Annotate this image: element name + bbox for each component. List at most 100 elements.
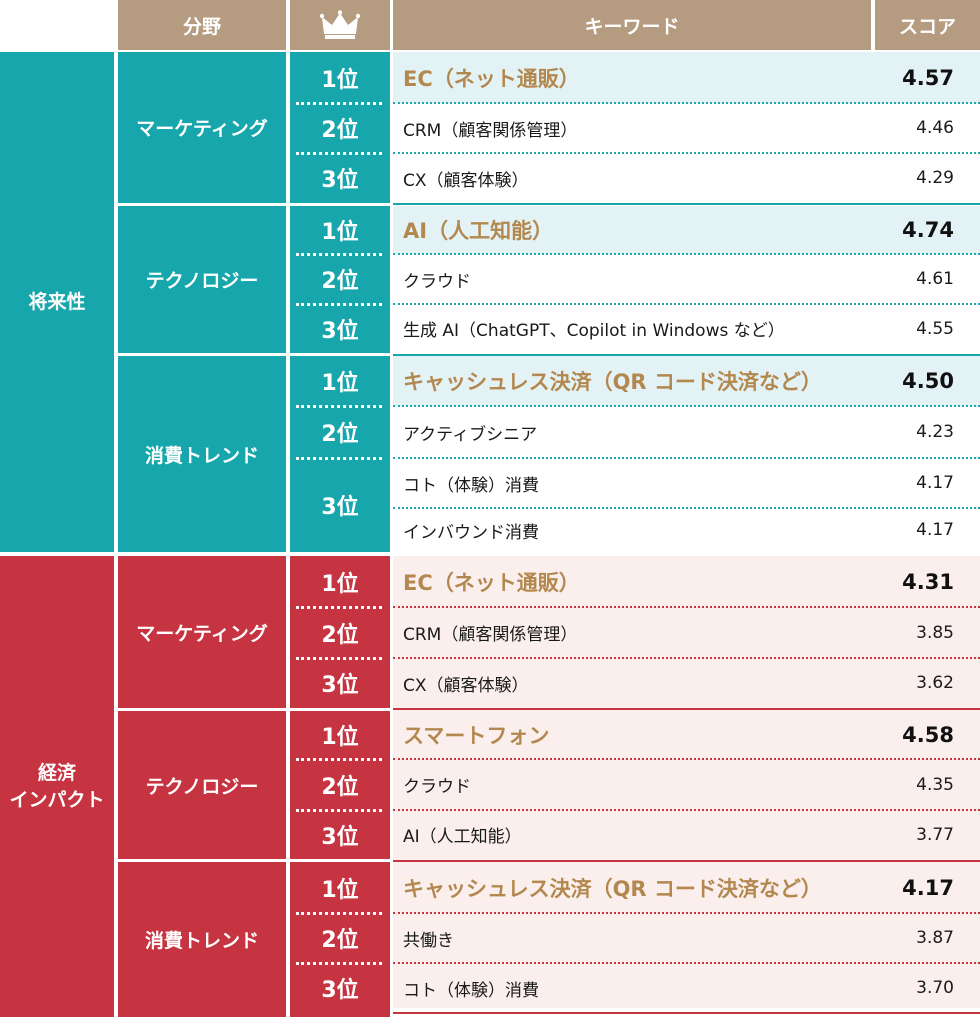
category-divider xyxy=(118,708,393,711)
rank-divider xyxy=(296,606,382,609)
rank-divider xyxy=(296,758,382,761)
column-divider xyxy=(390,0,393,1017)
column-divider xyxy=(871,0,874,50)
keyword-cell: クラウド xyxy=(403,271,471,292)
column-divider xyxy=(114,0,117,1017)
top-row-highlight xyxy=(393,206,980,254)
keyword-divider xyxy=(393,203,980,205)
score-cell: 4.29 xyxy=(916,168,954,188)
score-cell: 4.46 xyxy=(916,118,954,138)
top-row-highlight xyxy=(393,52,980,103)
keyword-cell: キャッシュレス決済（QR コード決済など） xyxy=(403,370,822,394)
rank-label: 3位 xyxy=(321,495,359,520)
keyword-cell: コト（体験）消費 xyxy=(403,475,539,496)
score-cell: 3.85 xyxy=(916,622,954,643)
score-cell: 3.87 xyxy=(916,928,954,948)
category-divider xyxy=(118,353,393,356)
row-divider xyxy=(393,809,980,811)
category-technology: テクノロジー xyxy=(118,711,286,859)
score-cell: 4.17 xyxy=(916,473,954,493)
rank-label: 1位 xyxy=(321,877,359,903)
row-divider xyxy=(393,758,980,760)
crown-icon xyxy=(320,10,360,39)
keyword-cell: 生成 AI（ChatGPT、Copilot in Windows など） xyxy=(403,321,785,341)
rank-label: 2位 xyxy=(321,928,359,953)
rank-label: 1位 xyxy=(321,725,359,750)
group-label-future: 将来性 xyxy=(0,52,114,552)
row-divider xyxy=(393,102,980,104)
row-divider xyxy=(393,507,980,509)
keyword-cell: 共働き xyxy=(403,930,454,951)
rank-divider xyxy=(296,912,382,915)
category-consumer-trend: 消費トレンド xyxy=(118,862,286,1017)
header-score: スコア xyxy=(875,0,980,50)
keyword-cell: アクティブシニア xyxy=(403,424,538,445)
rank-divider xyxy=(296,457,382,460)
rank-label: 2位 xyxy=(321,622,359,648)
score-cell: 4.31 xyxy=(902,569,954,594)
keyword-cell: EC（ネット通販） xyxy=(403,66,580,91)
rank-divider xyxy=(296,152,382,155)
row-divider xyxy=(393,303,980,305)
top-row-highlight xyxy=(393,356,980,406)
row-divider xyxy=(393,606,980,608)
score-cell: 4.17 xyxy=(916,520,954,540)
rank-label: 2位 xyxy=(321,774,359,800)
category-technology: テクノロジー xyxy=(118,206,286,353)
rank-column-background xyxy=(290,52,390,552)
rank-label: 1位 xyxy=(321,371,359,396)
rank-divider xyxy=(296,303,382,306)
rank-label: 3位 xyxy=(321,673,359,698)
score-cell: 3.77 xyxy=(916,824,954,845)
header-keyword: キーワード xyxy=(393,0,871,50)
keyword-cell: EC（ネット通販） xyxy=(403,570,580,595)
row-divider xyxy=(393,253,980,255)
keyword-cell: CX（顧客体験） xyxy=(403,675,529,696)
rank-label: 3位 xyxy=(321,978,359,1003)
category-divider xyxy=(118,203,393,206)
rank-label: 2位 xyxy=(321,422,359,447)
score-cell: 3.70 xyxy=(916,978,954,998)
category-divider xyxy=(118,859,393,862)
keyword-divider xyxy=(393,1012,980,1014)
keyword-cell: CRM（顧客関係管理） xyxy=(403,120,578,141)
category-marketing: マーケティング xyxy=(118,556,286,708)
header-field: 分野 xyxy=(118,0,286,50)
rank-divider xyxy=(296,657,382,660)
rank-label: 1位 xyxy=(321,220,359,245)
score-cell: 4.23 xyxy=(916,422,954,442)
keyword-cell: AI（人工知能） xyxy=(403,219,554,243)
keyword-cell: クラウド xyxy=(403,777,471,797)
keyword-cell: AI（人工知能） xyxy=(403,827,522,847)
keyword-divider xyxy=(393,354,980,356)
rank-label: 3位 xyxy=(321,168,359,193)
rank-label: 3位 xyxy=(321,824,359,850)
keyword-cell: コト（体験）消費 xyxy=(403,980,539,1001)
rank-label: 1位 xyxy=(321,67,359,93)
rank-divider xyxy=(296,962,382,965)
row-divider xyxy=(393,912,980,914)
score-cell: 4.35 xyxy=(916,774,954,795)
keyword-cell: CX（顧客体験） xyxy=(403,170,529,191)
category-marketing: マーケティング xyxy=(118,52,286,203)
keyword-cell: インバウンド消費 xyxy=(403,522,539,543)
score-cell: 4.74 xyxy=(902,218,954,242)
row-divider xyxy=(393,962,980,964)
rank-divider xyxy=(296,405,382,408)
score-cell: 4.17 xyxy=(902,875,954,900)
row-divider xyxy=(393,457,980,459)
rank-label: 2位 xyxy=(321,269,359,294)
rank-divider xyxy=(296,102,382,105)
score-cell: 4.61 xyxy=(916,269,954,289)
rank-column-background xyxy=(290,556,390,1017)
row-divider xyxy=(393,152,980,154)
rank-label: 1位 xyxy=(321,571,359,597)
score-cell: 4.57 xyxy=(902,65,954,90)
category-consumer-trend: 消費トレンド xyxy=(118,356,286,552)
row-divider xyxy=(393,405,980,407)
score-cell: 4.58 xyxy=(902,723,954,747)
score-cell: 4.50 xyxy=(902,369,954,393)
keyword-divider xyxy=(393,860,980,862)
keyword-cell: キャッシュレス決済（QR コード決済など） xyxy=(403,876,822,901)
